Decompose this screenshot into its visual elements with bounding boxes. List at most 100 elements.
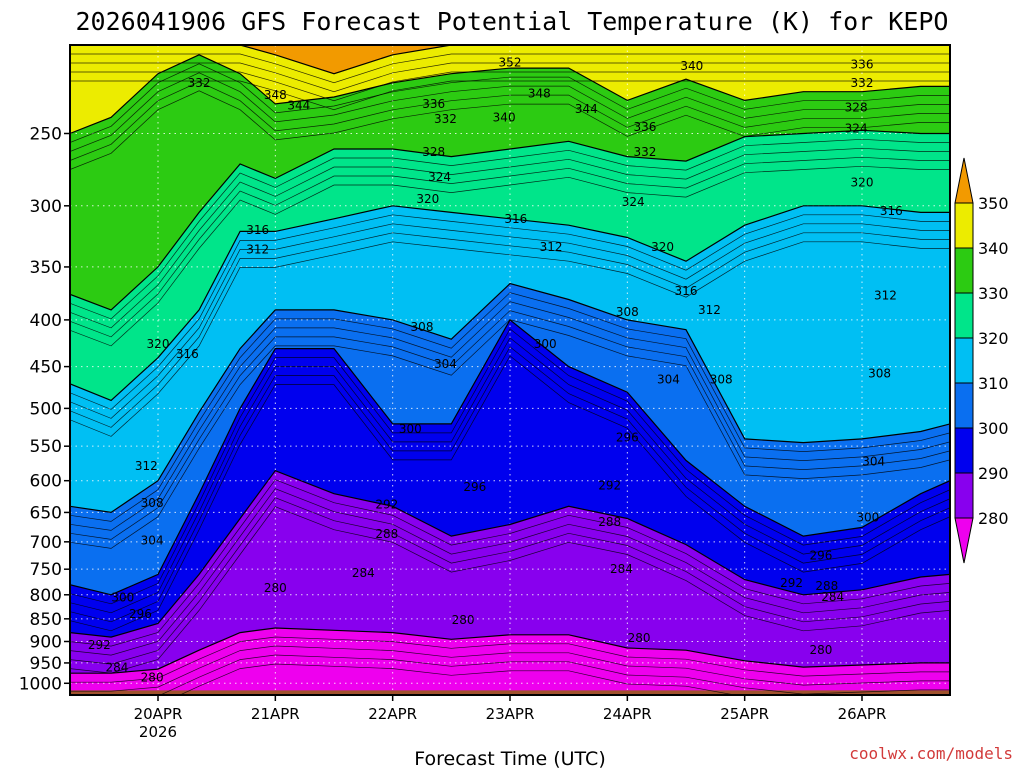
contour-line-280-288 — [179, 663, 737, 695]
contour-line-310-314 — [70, 301, 950, 531]
x-tick-sublabel: 2026 — [139, 723, 177, 741]
contour-line-350-358 — [70, 80, 950, 111]
contour-line-320-322 — [70, 214, 950, 410]
contour-label: 344 — [575, 102, 598, 116]
contour-label: 292 — [780, 576, 803, 590]
ground-band — [70, 690, 950, 695]
contour-label: 288 — [375, 527, 398, 541]
contour-label: 320 — [147, 337, 170, 351]
contour-label: 284 — [105, 661, 128, 675]
contour-lines — [70, 45, 950, 695]
contour-line-340-342 — [70, 63, 950, 143]
contour-label: 308 — [411, 320, 434, 334]
contour-label: 336 — [633, 120, 656, 134]
contour-label: 320 — [416, 192, 439, 206]
contour-label: 316 — [504, 212, 527, 226]
colorbar: 350 340 330 320 310 300 290 280 — [954, 157, 1009, 564]
y-tick-label: 800 — [30, 586, 62, 606]
contour-label: 316 — [246, 223, 269, 237]
colorbar-band-300 — [954, 382, 974, 429]
colorbar-label: 290 — [978, 464, 1009, 483]
contour-line-350-356 — [70, 71, 950, 102]
y-axis: 2503003504004505005506006507007508008509… — [19, 124, 70, 694]
x-tick-label: 20APR — [134, 705, 183, 723]
contour-line-280-282 — [70, 636, 950, 683]
contour-line-320-324 — [70, 223, 950, 419]
contour-label: 304 — [862, 455, 885, 469]
contour-line-280-284 — [70, 645, 950, 692]
contour-label: 300 — [111, 590, 134, 604]
contour-label: 280 — [809, 643, 832, 657]
contour-label: 316 — [675, 284, 698, 298]
x-tick-label: 23APR — [486, 705, 535, 723]
contour-label: 304 — [141, 534, 164, 548]
contour-label: 292 — [375, 497, 398, 511]
contour-label: 312 — [698, 303, 721, 317]
contour-label: 296 — [463, 480, 486, 494]
contour-label: 308 — [868, 367, 891, 381]
contour-label: 324 — [622, 195, 645, 209]
y-tick-label: 600 — [30, 472, 62, 492]
contour-label: 312 — [874, 288, 897, 302]
contour-label: 304 — [657, 373, 680, 387]
contour-label: 308 — [141, 496, 164, 510]
contour-line-300 — [70, 318, 950, 596]
colorbar-band-310 — [954, 337, 974, 384]
contour-label: 344 — [287, 99, 310, 113]
x-tick-label: 26APR — [838, 705, 887, 723]
contour-label: 284 — [821, 590, 844, 604]
contour-line-350-354 — [70, 62, 950, 93]
temperature-bands — [70, 45, 950, 695]
contour-label: 320 — [851, 176, 874, 190]
contour-line-340-346 — [70, 81, 950, 161]
contour-line-330 — [70, 129, 950, 311]
band-340-350 — [70, 45, 950, 134]
colorbar-band-330 — [954, 247, 974, 294]
contour-line-300-306 — [70, 346, 950, 623]
colorbar-label: 330 — [978, 284, 1009, 303]
contour-label: 284 — [610, 562, 633, 576]
contour-label: 304 — [434, 357, 457, 371]
contour-label: 312 — [540, 240, 563, 254]
contour-line-330-334 — [70, 147, 950, 329]
contour-label: 292 — [598, 478, 621, 492]
contour-line-310-316 — [70, 310, 950, 540]
credit-text: coolwx.com/models — [849, 744, 1013, 763]
y-tick-label: 900 — [30, 632, 62, 652]
band-350-360 — [70, 45, 950, 74]
y-tick-label: 400 — [30, 311, 62, 331]
x-axis-label: Forecast Time (UTC) — [414, 748, 605, 768]
x-tick-label: 24APR — [603, 705, 652, 723]
colorbar-label: 300 — [978, 419, 1009, 438]
contour-line-290 — [70, 469, 950, 638]
contour-line-350-352 — [70, 53, 950, 84]
contour-label: 328 — [845, 100, 868, 114]
contour-label: 332 — [188, 76, 211, 90]
contour-label: 288 — [815, 579, 838, 593]
contour-label: 300 — [534, 337, 557, 351]
contour-line-320-326 — [70, 232, 950, 428]
contour-label: 320 — [651, 240, 674, 254]
contour-label: 316 — [176, 347, 199, 361]
colorbar-top-arrow — [954, 157, 974, 204]
y-tick-label: 300 — [30, 197, 62, 217]
chart-title: 2026041906 GFS Forecast Potential Temper… — [76, 7, 949, 36]
contour-label: 328 — [422, 145, 445, 159]
contour-label: 340 — [493, 110, 516, 124]
y-tick-label: 250 — [30, 124, 62, 144]
contour-label: 280 — [264, 581, 287, 595]
ground-layer — [70, 690, 950, 695]
contour-line-340-344 — [70, 72, 950, 152]
contour-label: 284 — [352, 566, 375, 580]
contour-line-300-308 — [70, 355, 950, 632]
y-tick-label: 1000 — [19, 674, 62, 694]
contour-label: 312 — [135, 459, 158, 473]
contour-label: 296 — [809, 549, 832, 563]
contour-label: 300 — [399, 422, 422, 436]
contour-label: 296 — [616, 430, 639, 444]
contour-line-310-312 — [70, 292, 950, 522]
contour-line-290-294 — [70, 488, 950, 656]
x-tick-label: 21APR — [251, 705, 300, 723]
